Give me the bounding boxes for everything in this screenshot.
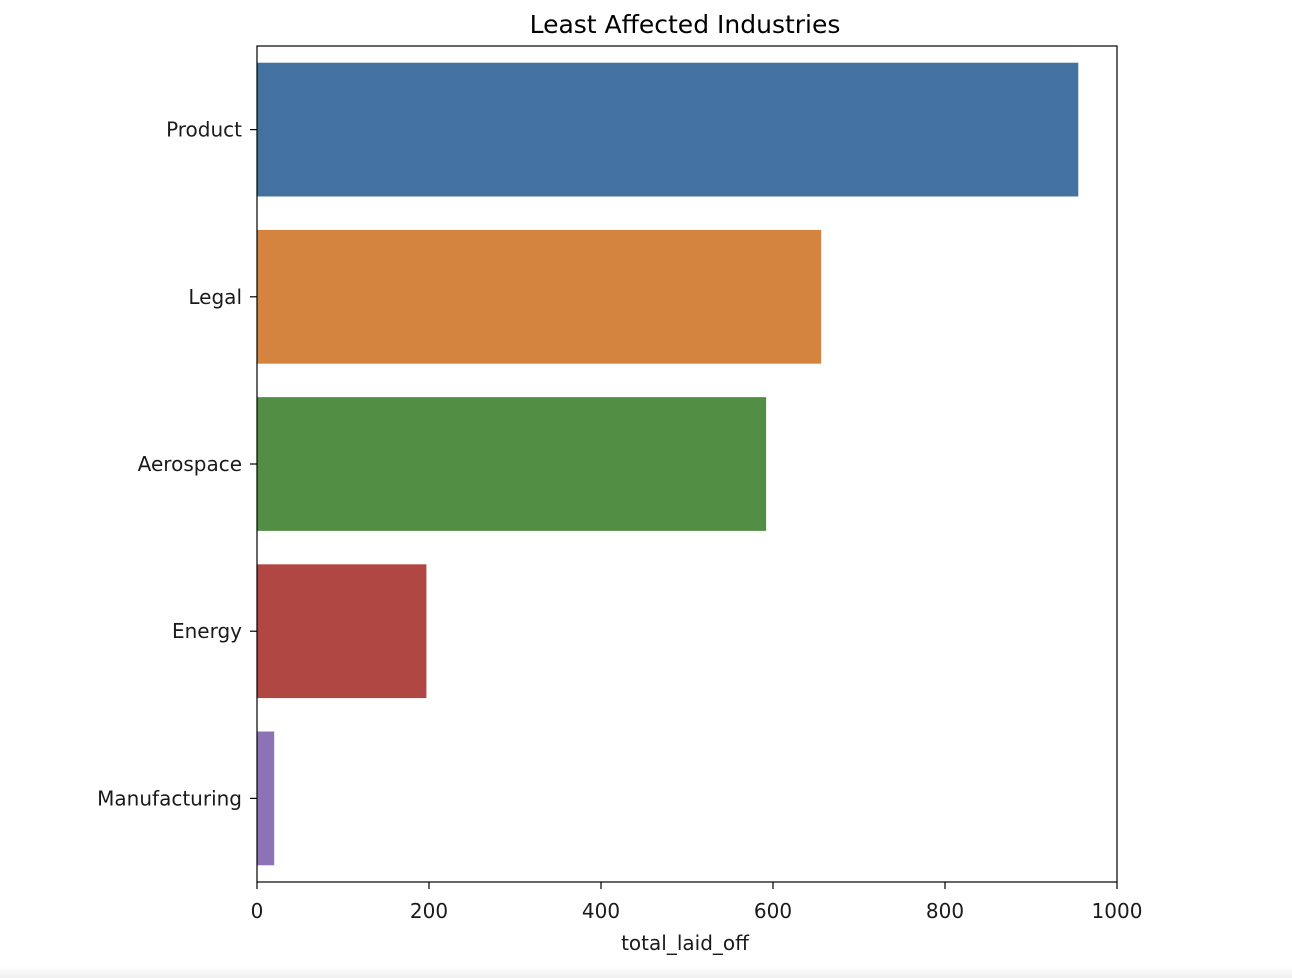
y-tick-label: Energy (172, 619, 242, 643)
x-tick-label: 800 (926, 899, 964, 923)
y-tick-label: Product (166, 118, 242, 142)
bar-manufacturing (257, 731, 275, 866)
bar-legal (257, 229, 822, 364)
y-tick-label: Aerospace (138, 452, 242, 476)
bar-aerospace (257, 397, 767, 531)
x-tick-label: 600 (754, 899, 792, 923)
plot-frame (256, 45, 1118, 883)
x-tick-label: 0 (251, 899, 264, 923)
chart-title: Least Affected Industries (530, 10, 841, 39)
x-tick-label: 1000 (1092, 899, 1143, 923)
y-tick-label: Legal (188, 285, 242, 309)
bar-product (257, 62, 1079, 197)
bar-energy (257, 564, 427, 699)
x-tick-label: 200 (410, 899, 448, 923)
x-tick-label: 400 (582, 899, 620, 923)
x-axis-label: total_laid_off (621, 931, 750, 955)
plot-area: Product Legal Aerospace Energy Manufacturing… (97, 62, 1143, 923)
y-tick-label: Manufacturing (97, 786, 242, 810)
window-bottom-edge (0, 966, 1292, 978)
